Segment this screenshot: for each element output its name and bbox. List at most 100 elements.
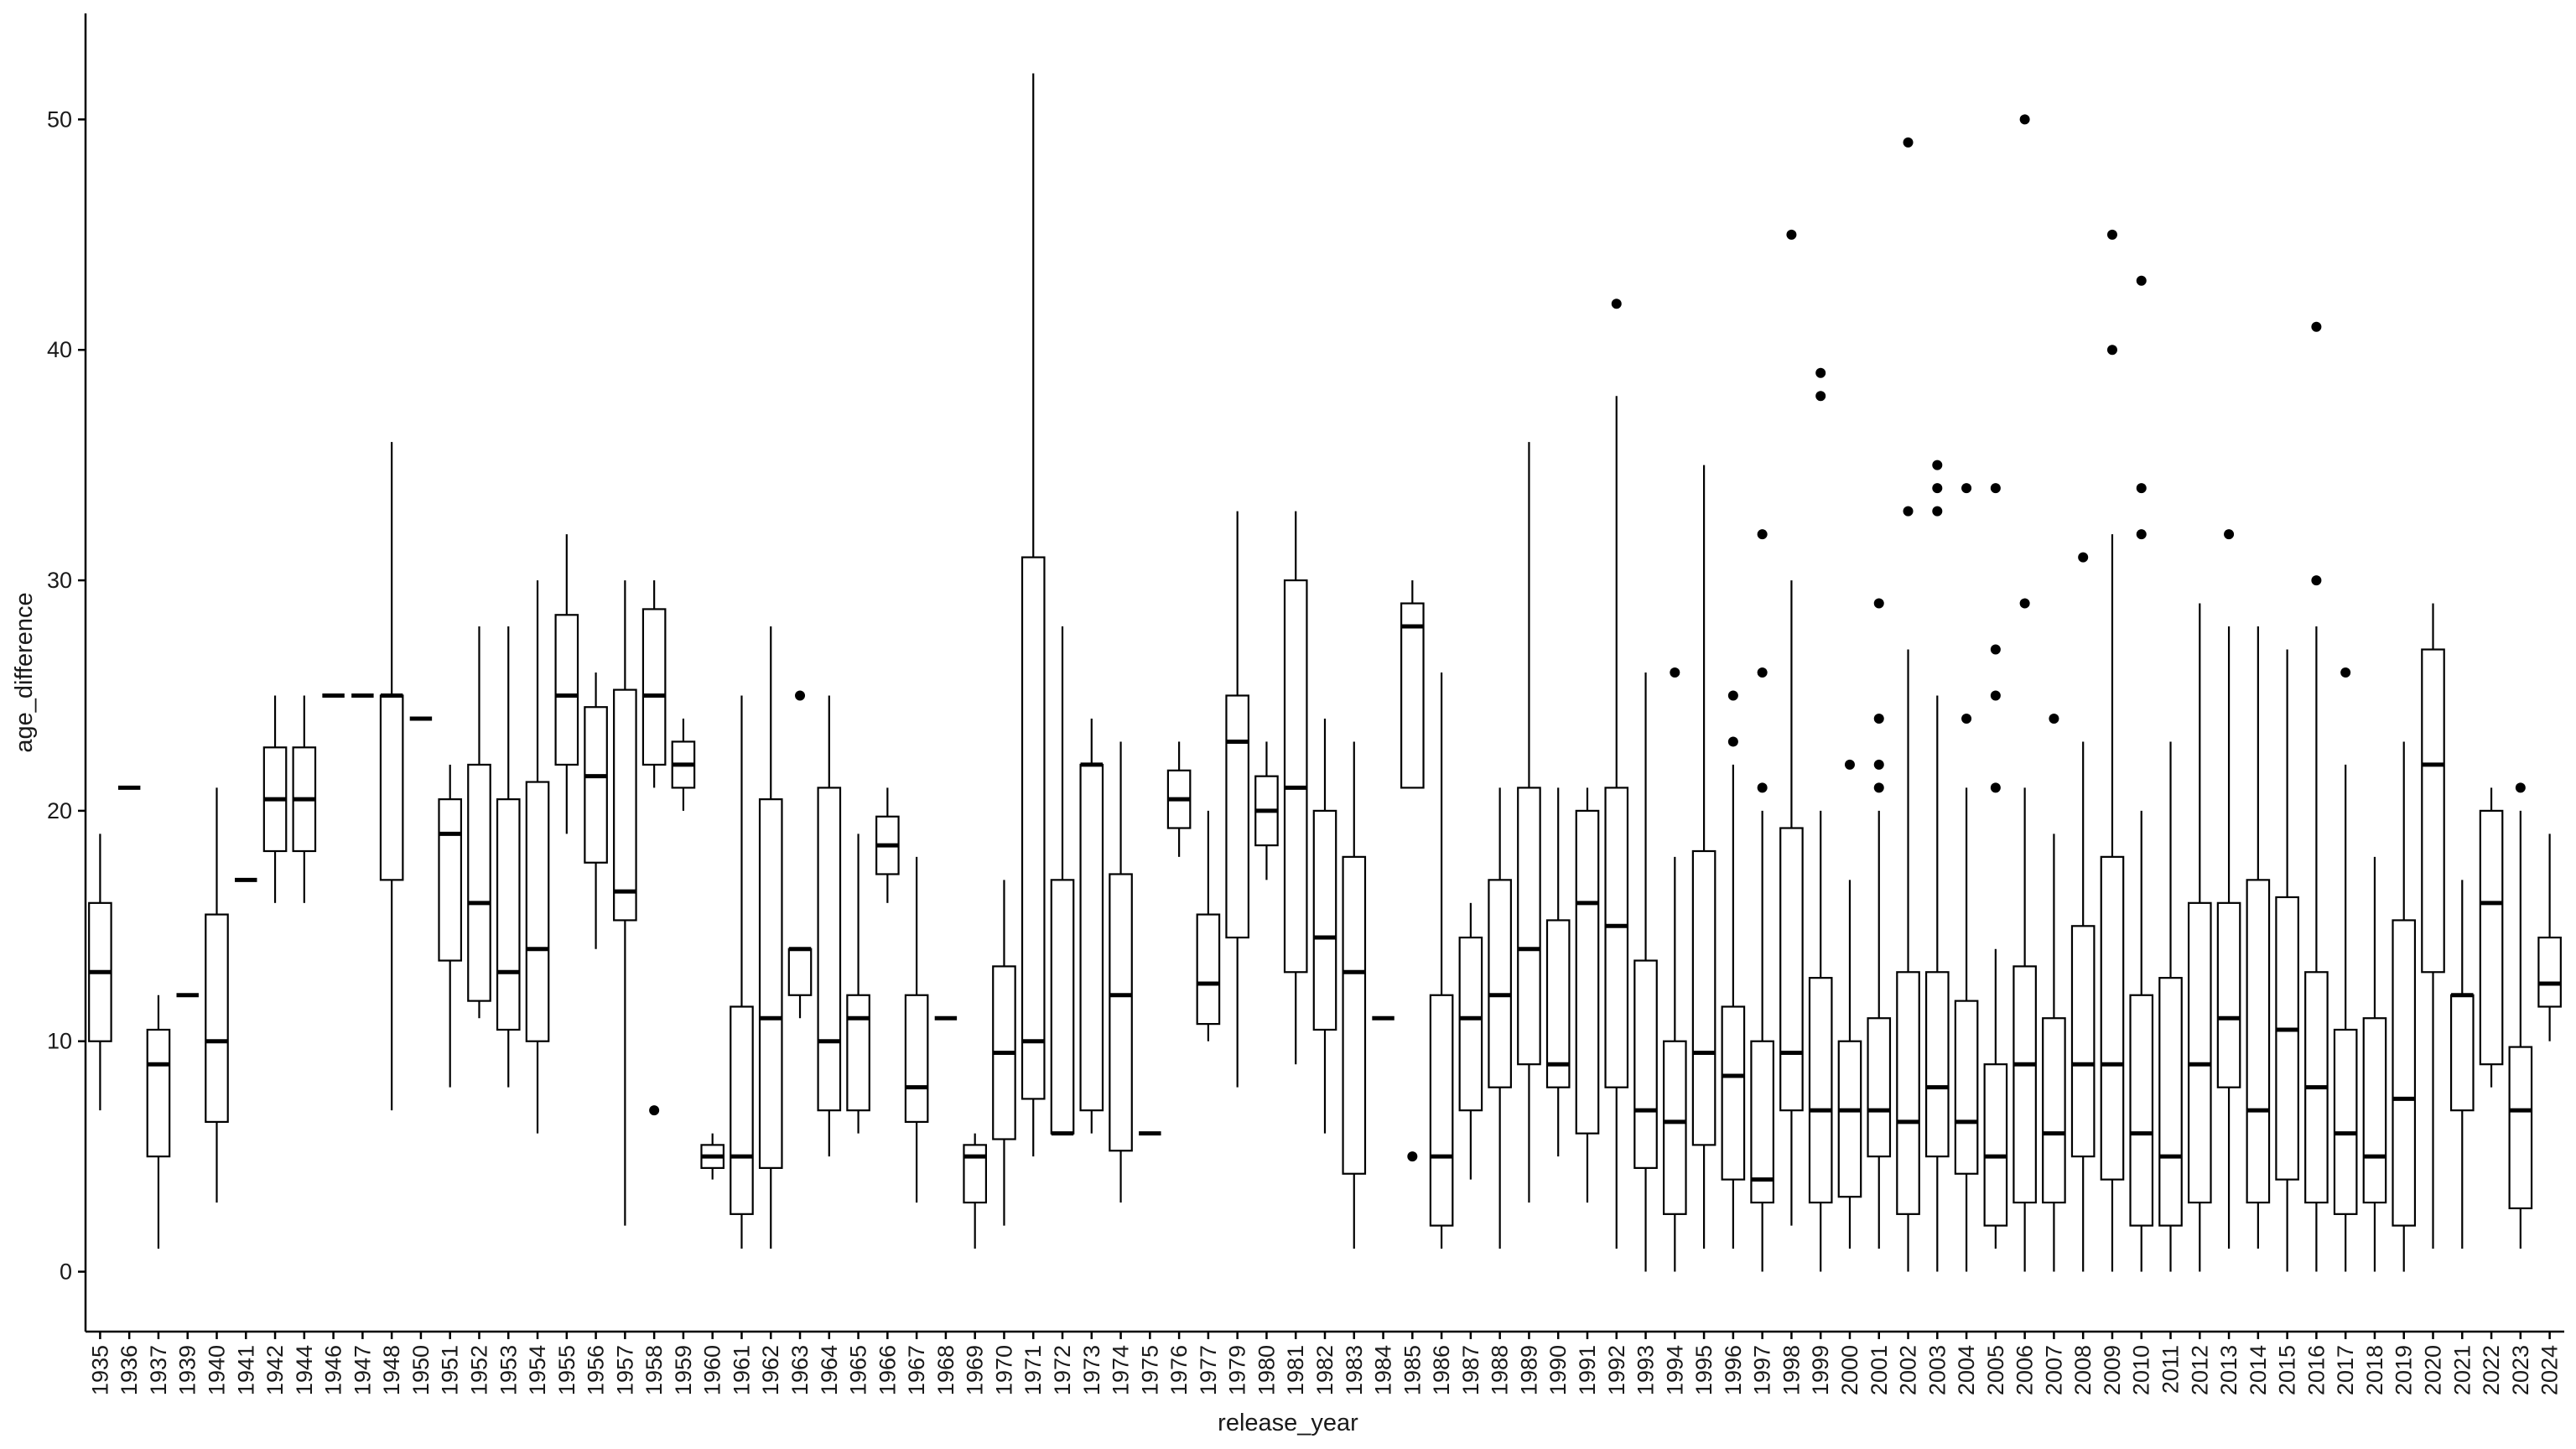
box — [1021, 556, 1046, 1100]
x-tick-label: 1983 — [1342, 1345, 1367, 1395]
x-tick-label: 1968 — [933, 1345, 958, 1395]
box — [1458, 936, 1483, 1112]
box — [1867, 1017, 1892, 1158]
box — [613, 688, 637, 922]
outlier — [1961, 713, 1972, 724]
box — [817, 787, 842, 1112]
x-tick-label: 1977 — [1196, 1345, 1221, 1395]
outlier — [1670, 667, 1680, 678]
x-tick-label: 2006 — [2012, 1345, 2038, 1395]
outlier — [2224, 529, 2235, 540]
outlier — [1990, 644, 2001, 655]
box — [379, 694, 404, 881]
outlier — [2019, 598, 2030, 609]
outlier — [2106, 229, 2117, 240]
x-tick-label: 1985 — [1400, 1345, 1425, 1395]
x-tick-label: 1997 — [1750, 1345, 1775, 1395]
outlier — [1727, 736, 1738, 747]
x-tick-label: 1991 — [1575, 1345, 1600, 1395]
box — [2333, 1028, 2358, 1215]
x-tick-label: 1965 — [846, 1345, 871, 1395]
x-tick-label: 1996 — [1721, 1345, 1746, 1395]
x-tick-label: 1958 — [641, 1345, 667, 1395]
box — [554, 614, 579, 766]
outlier — [2106, 345, 2117, 356]
x-tick-label: 2017 — [2333, 1345, 2358, 1395]
x-tick-label: 2016 — [2303, 1345, 2329, 1395]
box — [2421, 648, 2445, 974]
x-tick-label: 1993 — [1633, 1345, 1659, 1395]
box — [438, 798, 463, 962]
x-tick-label: 1937 — [146, 1345, 171, 1395]
x-tick-label: 1956 — [584, 1345, 609, 1395]
box — [1750, 1040, 1774, 1204]
x-tick-label: 1988 — [1488, 1345, 1513, 1395]
x-tick-label: 1962 — [758, 1345, 783, 1395]
x-tick-label: 1971 — [1021, 1345, 1046, 1395]
box — [1109, 873, 1133, 1152]
x-tick-label: 1944 — [292, 1345, 317, 1395]
x-tick-label: 2000 — [1837, 1345, 1862, 1395]
outlier — [1407, 1151, 1418, 1162]
x-tick-label: 1984 — [1371, 1345, 1396, 1395]
x-tick-label: 1986 — [1429, 1345, 1454, 1395]
x-tick-label: 1994 — [1662, 1345, 1687, 1395]
box — [2362, 1017, 2387, 1204]
x-tick-label: 2004 — [1954, 1345, 1979, 1395]
box — [758, 798, 783, 1169]
y-tick-label: 10 — [47, 1029, 72, 1054]
x-tick-label: 1972 — [1050, 1345, 1075, 1395]
x-tick-label: 2022 — [2479, 1345, 2504, 1395]
x-tick-label: 1981 — [1283, 1345, 1308, 1395]
x-tick-label: 2009 — [2100, 1345, 2125, 1395]
y-tick-label: 40 — [47, 337, 72, 362]
box — [1050, 879, 1075, 1135]
outlier — [1873, 713, 1884, 724]
box — [584, 706, 608, 864]
box — [1342, 855, 1367, 1175]
x-tick-label: 2014 — [2246, 1345, 2271, 1395]
box — [2070, 925, 2096, 1158]
outlier — [1903, 506, 1914, 517]
x-tick-label: 1987 — [1458, 1345, 1483, 1395]
x-tick-label: 2003 — [1924, 1345, 1950, 1395]
outlier — [795, 690, 806, 701]
x-tick-label: 2018 — [2362, 1345, 2387, 1395]
x-tick-label: 1936 — [117, 1345, 142, 1395]
x-tick-label: 1950 — [408, 1345, 434, 1395]
box — [2042, 1017, 2066, 1204]
box — [787, 948, 813, 996]
x-tick-label: 1948 — [379, 1345, 404, 1395]
x-tick-label: 1999 — [1808, 1345, 1833, 1395]
x-tick-label: 2002 — [1896, 1345, 1921, 1395]
box — [2187, 901, 2212, 1204]
outlier — [1873, 759, 1884, 770]
x-tick-label: 2005 — [1983, 1345, 2008, 1395]
x-tick-label: 1942 — [262, 1345, 288, 1395]
box — [2100, 855, 2125, 1181]
outlier — [1844, 759, 1855, 770]
box — [1545, 919, 1571, 1088]
x-tick-label: 1960 — [700, 1345, 725, 1395]
x-tick-label: 1952 — [466, 1345, 491, 1395]
x-tick-label: 2019 — [2392, 1345, 2417, 1395]
box — [1225, 694, 1249, 939]
outlier — [1903, 137, 1914, 148]
outlier — [2311, 575, 2322, 586]
x-tick-label: 1963 — [787, 1345, 813, 1395]
box — [525, 781, 550, 1042]
box — [1721, 1005, 1746, 1181]
box — [641, 608, 667, 766]
x-tick-label: 1966 — [875, 1345, 900, 1395]
x-tick-label: 1976 — [1166, 1345, 1192, 1395]
x-tick-label: 1975 — [1137, 1345, 1162, 1395]
x-tick-label: 1940 — [204, 1345, 229, 1395]
box — [1924, 971, 1950, 1158]
x-tick-label: 1964 — [817, 1345, 842, 1395]
outlier — [1611, 299, 1622, 309]
outlier — [1815, 367, 1826, 378]
x-tick-label: 2024 — [2537, 1345, 2563, 1395]
box — [1633, 959, 1658, 1169]
box — [1837, 1040, 1862, 1198]
